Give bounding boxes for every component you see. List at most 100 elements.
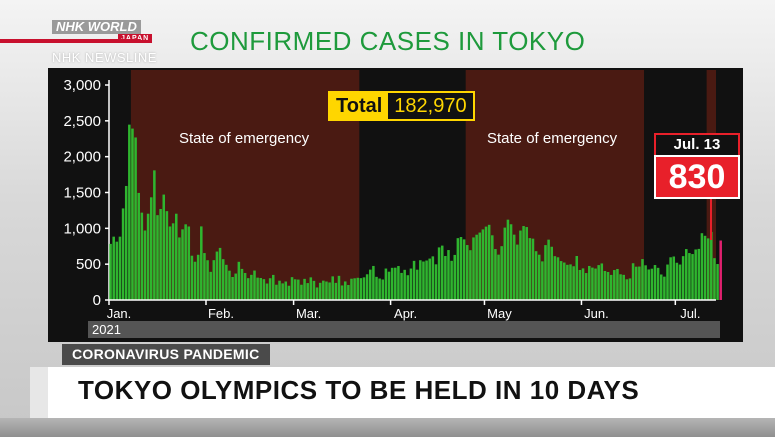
bar [675,262,679,300]
emergency-period-1 [130,70,360,300]
bar [272,274,275,300]
logo-accent-bar [0,39,140,43]
bar [688,253,691,300]
bar [121,208,125,300]
bar [497,254,500,300]
emergency-label-1: State of emergency [179,130,310,147]
bar [569,264,572,300]
bar [284,281,288,300]
bar [128,124,131,300]
bar [303,278,306,300]
bar [340,285,344,300]
bar [562,262,566,300]
bar [512,234,516,300]
bar [237,261,241,300]
bar [706,238,710,300]
bar [343,281,347,300]
bar [575,255,579,300]
bar [322,280,325,300]
bar [506,219,510,300]
bar [306,283,309,300]
bar [215,251,219,300]
headline: TOKYO OLYMPICS TO BE HELD IN 10 DAYS [78,375,640,405]
bar [337,275,341,300]
bar [556,257,560,300]
bar [541,261,544,300]
bar [403,269,406,300]
y-tick-label: 1,000 [63,220,101,237]
bar [440,245,444,300]
year-bar [88,321,720,338]
bar [431,256,435,300]
bar [425,260,428,300]
bar [265,283,269,300]
x-tick-label: Jul. [680,306,700,321]
bar [231,276,234,300]
y-tick-label: 3,000 [63,77,101,94]
bar [434,264,438,300]
bar [331,276,334,300]
bar [625,279,629,300]
bar [600,263,604,300]
x-tick-label: Feb. [208,306,234,321]
bar [478,232,482,300]
bar [181,229,184,300]
bar [619,274,622,300]
bar [171,223,175,300]
bar [387,271,391,300]
bar [700,233,704,300]
bar [678,264,682,300]
bar [278,280,281,300]
program-name: NHK NEWSLINE [52,50,157,65]
x-tick-label: Jan. [107,306,132,321]
bar [525,227,528,300]
bar [456,238,460,300]
bar [566,264,569,300]
bar [356,277,360,300]
bar [415,269,419,300]
bar [544,245,547,300]
bar [293,279,297,300]
bar [131,128,134,300]
bar [109,243,112,300]
bar [394,267,397,300]
bar [165,211,169,300]
year-label: 2021 [92,322,121,337]
bar [196,254,200,300]
bar [447,250,450,300]
bar [422,261,425,300]
bar [234,273,237,300]
bar [243,272,247,300]
y-tick-label: 2,500 [63,113,101,130]
bar [503,227,507,300]
bar [281,283,284,300]
bar [112,236,115,300]
bar [691,254,694,300]
bar [228,270,231,300]
bar [218,247,222,300]
bar [606,271,610,300]
bar [159,208,162,300]
bar [365,274,369,300]
bar [390,267,394,300]
bar [200,226,203,300]
emergency-label-2: State of emergency [487,130,618,147]
bar [397,266,400,300]
y-tick-label: 1,500 [63,185,101,202]
bar [118,236,122,300]
bar [663,276,666,300]
bar [297,279,300,300]
bar [412,260,416,300]
bar [685,249,688,300]
bar [409,268,413,300]
bar [584,273,588,300]
bar [656,267,660,300]
bottom-bar [0,418,775,437]
bar [591,267,594,300]
headline-accent [30,367,48,418]
total-value: 182,970 [388,93,473,119]
x-tick-label: Apr. [394,306,417,321]
bar [528,238,532,300]
bar [225,264,228,300]
